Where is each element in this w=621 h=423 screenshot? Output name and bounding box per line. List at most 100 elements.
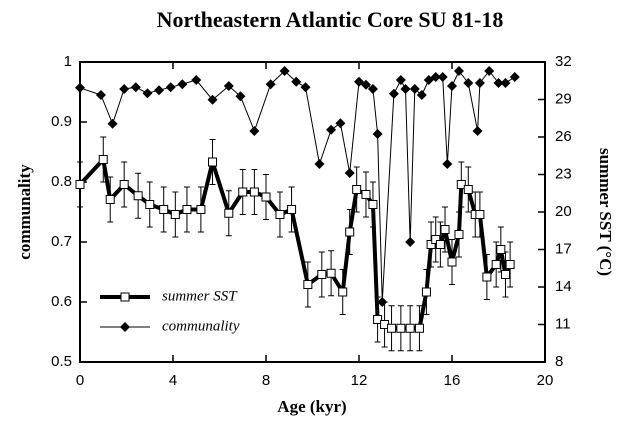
- marker: [491, 260, 501, 269]
- marker: [317, 270, 327, 279]
- y-tick-label: 0.9: [51, 113, 72, 130]
- marker: [414, 323, 424, 333]
- marker: [224, 208, 234, 218]
- marker: [387, 323, 397, 333]
- y-tick-label: 0.7: [51, 233, 72, 250]
- marker: [107, 118, 118, 129]
- marker: [388, 88, 399, 99]
- marker: [119, 180, 129, 189]
- marker: [208, 157, 218, 167]
- marker: [472, 126, 483, 136]
- marker: [142, 88, 153, 99]
- marker: [400, 84, 411, 94]
- marker: [177, 79, 188, 90]
- marker: [130, 82, 141, 93]
- y2-tick-label: 26: [555, 128, 572, 145]
- marker: [377, 297, 388, 307]
- marker: [249, 126, 260, 136]
- y2-tick-label: 29: [555, 90, 572, 107]
- marker: [196, 205, 206, 214]
- marker: [119, 84, 130, 94]
- marker: [440, 225, 450, 234]
- y2-tick-label: 17: [555, 240, 572, 257]
- marker: [463, 185, 473, 194]
- marker: [500, 270, 510, 279]
- marker: [300, 82, 311, 93]
- marker: [396, 323, 406, 333]
- marker: [326, 268, 336, 278]
- y2-tick-label: 23: [555, 165, 572, 182]
- marker: [475, 210, 485, 219]
- legend-label: summer SST: [162, 288, 238, 304]
- marker: [484, 66, 495, 76]
- y2-tick-label: 14: [555, 278, 572, 295]
- x-tick-label: 16: [444, 372, 461, 389]
- marker: [431, 235, 441, 244]
- legend-marker: [120, 292, 130, 302]
- series-line: [79, 70, 516, 303]
- marker: [314, 159, 325, 169]
- marker: [426, 240, 436, 249]
- marker: [456, 180, 466, 189]
- marker: [335, 118, 346, 129]
- marker: [291, 76, 302, 87]
- marker: [405, 323, 415, 333]
- marker: [338, 287, 348, 297]
- legend-label: communality: [162, 318, 240, 334]
- marker: [75, 82, 85, 93]
- marker: [505, 260, 515, 269]
- y-tick-label: 0.6: [51, 293, 72, 310]
- marker: [454, 230, 464, 239]
- y-tick-label: 0.5: [51, 353, 72, 370]
- legend-marker: [120, 322, 130, 332]
- marker: [442, 159, 453, 169]
- y2-tick-label: 32: [555, 53, 572, 70]
- marker: [500, 78, 511, 88]
- marker: [265, 79, 276, 90]
- marker: [75, 180, 85, 189]
- marker: [238, 187, 248, 197]
- marker: [191, 75, 202, 85]
- x-tick-label: 8: [262, 372, 270, 389]
- x-tick-label: 12: [351, 372, 368, 389]
- y-tick-label: 0.8: [51, 173, 72, 190]
- marker: [361, 190, 371, 199]
- marker: [303, 280, 313, 289]
- y2-axis-label: summer SST (°C): [596, 148, 615, 276]
- marker: [352, 185, 362, 194]
- marker: [326, 124, 337, 135]
- marker: [344, 168, 355, 178]
- marker: [447, 81, 457, 91]
- chart-title: Northeastern Atlantic Core SU 81-18: [157, 7, 504, 32]
- marker: [509, 72, 520, 82]
- marker: [249, 187, 259, 197]
- series-line: [78, 157, 512, 331]
- marker: [482, 272, 492, 282]
- marker: [416, 90, 427, 100]
- x-tick-label: 0: [76, 372, 84, 389]
- marker: [368, 200, 378, 209]
- marker: [372, 129, 383, 139]
- marker: [95, 90, 106, 100]
- marker: [360, 79, 371, 90]
- x-axis-label: Age (kyr): [277, 397, 346, 416]
- marker: [421, 287, 431, 297]
- marker: [493, 78, 504, 88]
- marker: [154, 85, 165, 96]
- y-tick-label: 1: [64, 53, 72, 70]
- marker: [207, 94, 218, 105]
- marker: [287, 205, 297, 214]
- y-axis-label: communality: [15, 164, 34, 260]
- marker: [409, 84, 420, 94]
- marker: [453, 66, 464, 76]
- marker: [223, 81, 234, 91]
- marker: [496, 245, 506, 254]
- marker: [165, 82, 176, 93]
- marker: [405, 237, 416, 247]
- marker: [447, 257, 457, 267]
- marker: [159, 205, 169, 214]
- y2-tick-label: 20: [555, 203, 572, 220]
- marker: [235, 91, 246, 102]
- x-tick-label: 20: [537, 372, 554, 389]
